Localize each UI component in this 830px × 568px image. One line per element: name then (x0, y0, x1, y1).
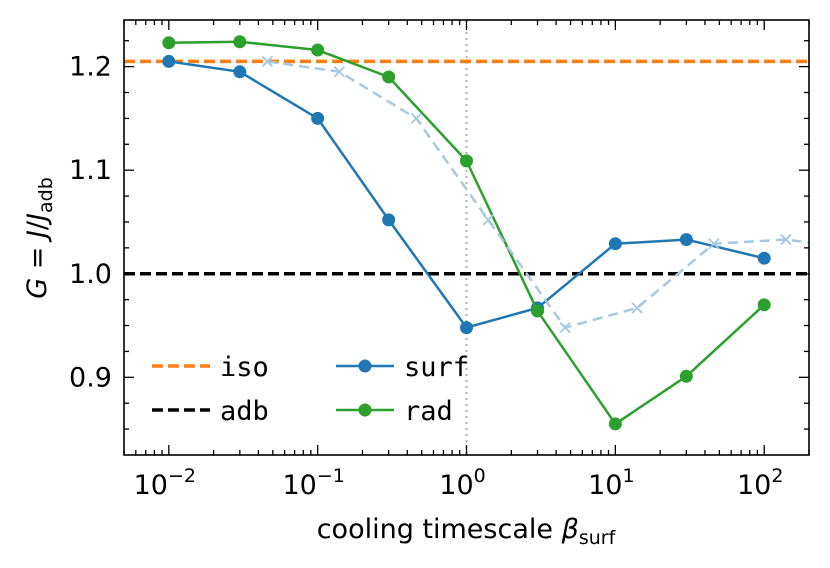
data-point-rad (531, 304, 545, 318)
y-tick-label: 1.0 (69, 259, 112, 290)
legend-label-rad: rad (404, 396, 453, 427)
data-point-series-2 (410, 112, 422, 125)
data-point-rad (460, 154, 473, 168)
y-tick-label: 1.1 (69, 155, 112, 186)
x-axis-symbol: β (561, 514, 579, 545)
legend-label-surf: surf (404, 352, 469, 383)
data-point-series-2 (708, 238, 720, 250)
data-point-rad (382, 70, 396, 84)
data-point-series-2 (559, 321, 571, 334)
data-point-rad (757, 298, 771, 312)
data-point-series-2 (780, 233, 792, 246)
data-point-rad (162, 36, 176, 50)
x-axis-subscript: surf (579, 527, 617, 549)
data-point-rad (679, 369, 693, 383)
data-point-surf (311, 111, 325, 125)
data-point-series-2 (631, 302, 643, 314)
data-point-series-2 (333, 66, 346, 78)
x-tick-label: 101 (588, 465, 634, 501)
x-tick-label: 102 (737, 465, 783, 501)
y-tick-label: 0.9 (69, 362, 112, 393)
data-point-surf (382, 213, 396, 227)
data-point-series-2 (482, 214, 494, 226)
data-point-surf (460, 321, 473, 335)
x-tick-label: 100 (439, 465, 485, 501)
data-point-rad (233, 35, 247, 49)
legend-label-adb: adb (220, 396, 269, 427)
data-point-rad (311, 43, 325, 57)
legend-marker-surf (358, 359, 372, 373)
x-tick-label: 10−2 (134, 465, 196, 501)
legend-marker-rad (358, 403, 372, 417)
data-point-rad (608, 417, 622, 431)
legend: iso adb surf rad (152, 352, 469, 427)
data-point-surf (162, 54, 176, 68)
data-point-surf (233, 65, 247, 79)
data-point-surf (608, 237, 622, 251)
y-tick-label: 1.2 (69, 52, 112, 83)
data-point-surf (757, 251, 771, 265)
x-tick-label: 10−1 (282, 465, 344, 501)
legend-label-iso: iso (220, 352, 269, 383)
series-line-series-2 (267, 60, 810, 329)
y-axis-label: G = J/Jadb (22, 177, 57, 299)
x-axis-label: cooling timescale βsurf (317, 514, 617, 549)
data-point-surf (679, 233, 693, 247)
data-point-series-2 (261, 55, 274, 68)
